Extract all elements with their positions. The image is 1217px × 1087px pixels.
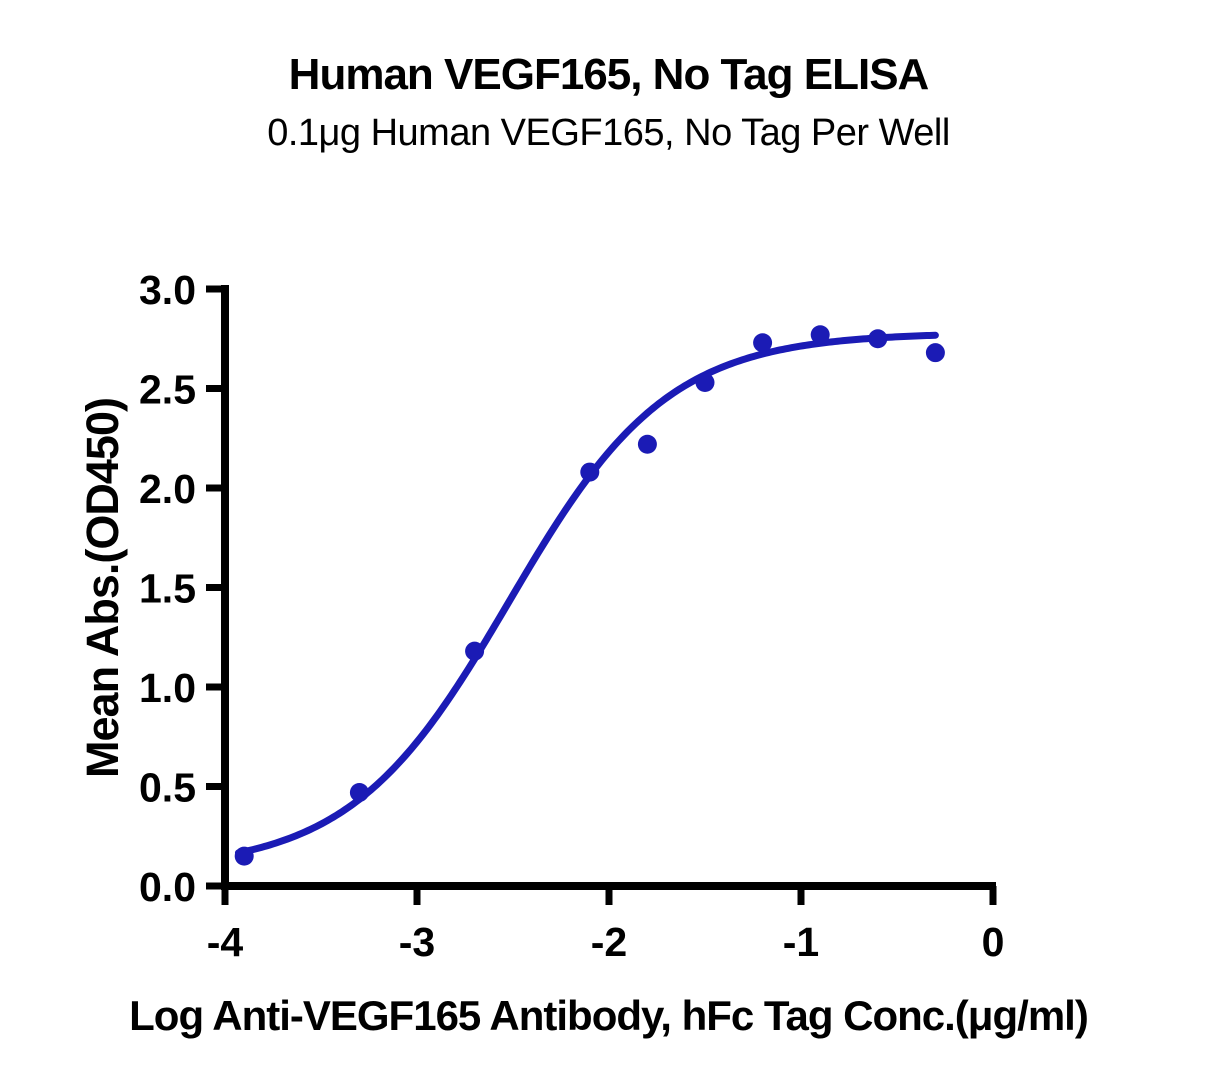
data-point: [637, 434, 657, 454]
data-point: [868, 329, 888, 349]
chart-title: Human VEGF165, No Tag ELISA: [288, 50, 930, 99]
x-axis-title: Log Anti-VEGF165 Antibody, hFc Tag Conc.…: [129, 992, 1089, 1039]
x-tick-label: -1: [783, 919, 819, 965]
x-tick-label: -4: [207, 919, 244, 965]
data-point: [753, 333, 773, 353]
x-tick-label: 0: [982, 919, 1005, 965]
y-tick-label: 1.0: [139, 665, 196, 711]
y-tick-label: 3.0: [139, 267, 196, 313]
data-point: [234, 846, 254, 866]
x-tick-label: -3: [399, 919, 435, 965]
y-axis-title: Mean Abs.(OD450): [77, 398, 128, 778]
y-tick-label: 1.5: [139, 566, 196, 612]
fit-curve: [234, 331, 939, 857]
y-tick-label: 0.0: [139, 864, 196, 910]
data-point: [810, 325, 830, 345]
y-tick-label: 2.5: [139, 367, 196, 413]
y-tick-label: 2.0: [139, 466, 196, 512]
chart-subtitle: 0.1μg Human VEGF165, No Tag Per Well: [267, 112, 950, 154]
x-tick-label: -2: [591, 919, 627, 965]
data-point: [925, 343, 945, 363]
data-point: [465, 641, 485, 661]
data-point: [695, 373, 715, 393]
data-point: [580, 462, 600, 482]
data-point: [349, 782, 369, 802]
y-tick-label: 0.5: [139, 765, 196, 811]
